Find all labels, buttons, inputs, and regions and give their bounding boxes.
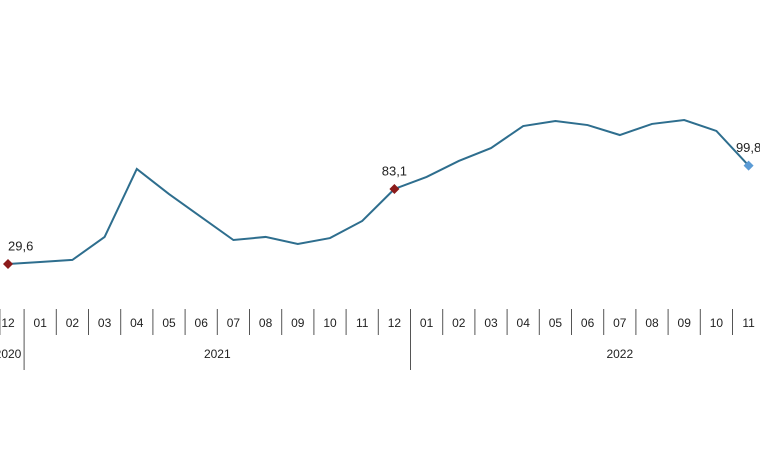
x-tick-label: 12 [1, 316, 15, 330]
x-tick-label: 10 [710, 316, 724, 330]
point-marker [3, 259, 13, 270]
x-tick-label: 06 [581, 316, 595, 330]
x-tick-label: 01 [34, 316, 48, 330]
x-tick-label: 02 [452, 316, 466, 330]
x-tick-label: 02 [66, 316, 80, 330]
x-tick-label: 06 [195, 316, 209, 330]
x-tick-label: 04 [517, 316, 531, 330]
x-tick-label: 03 [98, 316, 112, 330]
x-tick-label: 05 [549, 316, 563, 330]
x-tick-label: 11 [356, 316, 369, 330]
x-tick-label: 10 [323, 316, 337, 330]
year-label: 2022 [606, 347, 633, 361]
x-tick-label: 07 [613, 316, 627, 330]
x-tick-label: 12 [388, 316, 402, 330]
x-tick-label: 01 [420, 316, 434, 330]
value-label: 99,8 [736, 140, 760, 155]
value-label: 83,1 [382, 163, 407, 178]
x-tick-label: 08 [259, 316, 273, 330]
x-tick-label: 04 [130, 316, 144, 330]
x-tick-label: 09 [678, 316, 692, 330]
x-tick-label: 07 [227, 316, 241, 330]
x-tick-label: 09 [291, 316, 305, 330]
x-tick-label: 05 [162, 316, 176, 330]
x-tick-label: 11 [742, 316, 755, 330]
data-line [7, 118, 750, 265]
x-tick-label: 08 [645, 316, 659, 330]
year-label: 2021 [204, 347, 231, 361]
point-marker [389, 183, 400, 194]
x-tick-label: 03 [484, 316, 498, 330]
value-label: 29,6 [8, 238, 33, 253]
point-marker [743, 160, 754, 171]
